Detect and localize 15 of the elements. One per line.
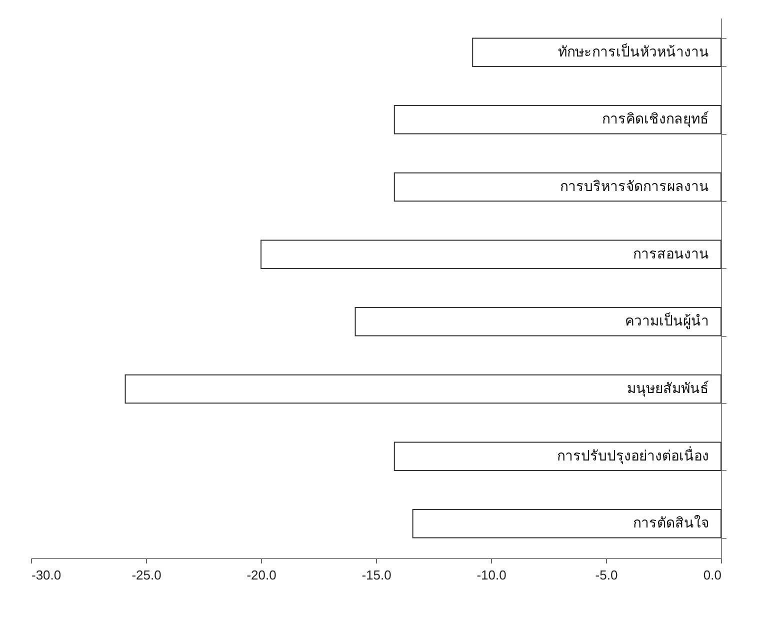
x-tick-label: -20.0 (246, 568, 276, 582)
y-tick-label: ทักษะการเป็นหัวหน้างาน (558, 42, 709, 60)
y-tick-label: การคิดเชิงกลยุทธ์ (602, 110, 709, 128)
y-tick-label: การปรับปรุงอย่างต่อเนื่อง (557, 446, 709, 464)
x-tick-label: -15.0 (362, 568, 392, 582)
y-tick-label: การตัดสินใจ (633, 514, 709, 532)
y-tick-label: มนุษยสัมพันธ์ (627, 380, 709, 397)
x-tick-label: -10.0 (476, 568, 506, 582)
x-tick-label: -25.0 (132, 568, 162, 582)
x-tick-label: 0.0 (703, 568, 722, 582)
x-tick-label: -5.0 (595, 568, 618, 582)
x-tick-label: -30.0 (32, 568, 62, 582)
y-tick-label: การบริหารจัดการผลงาน (560, 179, 709, 195)
y-tick-label: การสอนงาน (633, 246, 709, 262)
y-tick-label: ความเป็นผู้นำ (625, 312, 709, 330)
